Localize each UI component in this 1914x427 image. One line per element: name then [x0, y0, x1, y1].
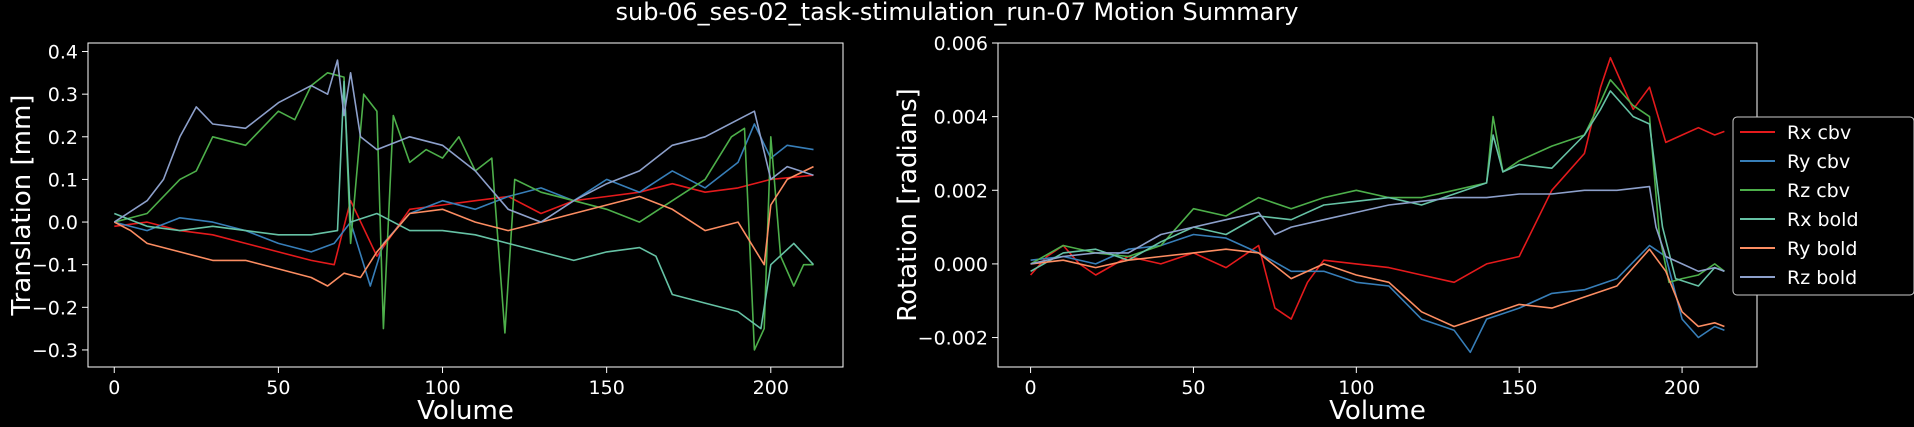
legend-label: Rx bold: [1787, 209, 1859, 231]
legend-label: Ry bold: [1787, 238, 1857, 260]
y-tick-label: 0.004: [934, 107, 988, 129]
legend-label: Ry cbv: [1787, 151, 1850, 173]
legend-label: Rx cbv: [1787, 122, 1851, 144]
series-line-6: [1030, 185, 1725, 273]
series-line-1: [114, 174, 814, 266]
x-tick-label: 200: [753, 377, 789, 399]
x-tick-label: 200: [1664, 377, 1700, 399]
plot-frame: [87, 42, 844, 368]
y-tick-label: −0.3: [32, 340, 78, 362]
legend-label: Rz bold: [1787, 267, 1857, 289]
y-tick-label: −0.002: [918, 328, 988, 350]
x-tick-label: 100: [1338, 377, 1374, 399]
y-axis-label: Translation [mm]: [7, 95, 37, 317]
y-tick-label: 0.0: [48, 212, 78, 234]
series-line-3: [114, 72, 814, 351]
x-tick-label: 50: [266, 377, 290, 399]
y-axis-label: Rotation [radians]: [893, 88, 923, 322]
series-line-3: [1030, 79, 1725, 284]
series-line-5: [113, 165, 814, 287]
y-tick-label: −0.1: [32, 255, 78, 277]
legend-label: Rz cbv: [1787, 180, 1850, 202]
series-line-6: [113, 59, 814, 223]
x-tick-label: 150: [589, 377, 625, 399]
legend-box: [1732, 116, 1914, 296]
x-tick-label: 50: [1181, 377, 1205, 399]
series-line-4: [1030, 90, 1725, 287]
x-tick-label: 0: [108, 377, 120, 399]
x-tick-label: 150: [1501, 377, 1537, 399]
y-tick-label: 0.3: [48, 84, 78, 106]
x-tick-label: 0: [1025, 377, 1037, 399]
figure-title: sub-06_ses-02_task-stimulation_run-07 Mo…: [615, 0, 1299, 26]
y-tick-label: 0.4: [48, 42, 78, 64]
y-tick-label: 0.000: [934, 254, 988, 276]
series-line-2: [114, 123, 814, 287]
x-axis-label: Volume: [417, 396, 514, 423]
chart-panel-2: 0 50 100 150 200 −0.002 0.000 0.002 0.004 0.006 Vo…: [893, 33, 1758, 426]
series-line-5: [1030, 248, 1725, 328]
x-axis-label: Volume: [1329, 396, 1426, 423]
y-tick-label: 0.006: [934, 33, 988, 55]
legend: Rx cbv Ry cbv Rz cbv Rx bold Ry bold Rz bold: [1732, 116, 1914, 296]
x-tick-label: 100: [424, 377, 460, 399]
y-tick-label: 0.1: [48, 169, 78, 191]
series-line-4: [114, 80, 815, 330]
y-tick-label: 0.002: [934, 180, 988, 202]
y-tick-label: 0.2: [48, 127, 78, 149]
y-tick-label: −0.2: [32, 297, 78, 319]
plot-frame: [997, 42, 1758, 368]
series-line-2: [1030, 233, 1725, 354]
chart-panel-1: 0 50 100 150 200 −0.3 −0.2 −0.1 0.0 0.1 0.2 0.3 0.4 V…: [7, 42, 844, 426]
